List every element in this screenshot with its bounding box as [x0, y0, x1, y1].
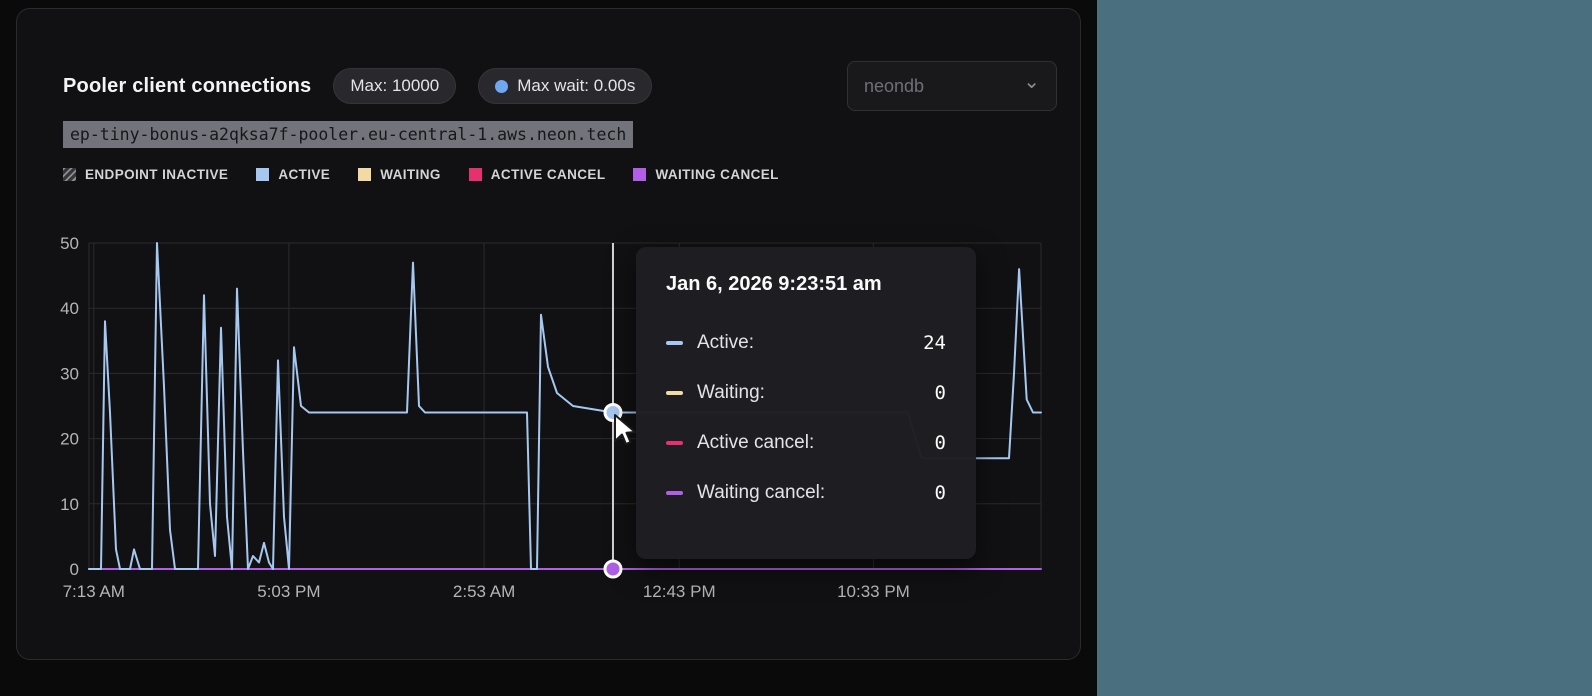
legend-item-active-cancel[interactable]: ACTIVE CANCEL: [468, 167, 606, 182]
svg-text:30: 30: [60, 364, 79, 383]
tooltip-row-waiting-cancel: Waiting cancel: 0: [666, 468, 946, 518]
svg-text:5:03 PM: 5:03 PM: [257, 582, 320, 601]
tooltip-value: 24: [923, 332, 946, 354]
tooltip-label: Waiting:: [697, 382, 765, 403]
page-title: Pooler client connections: [63, 74, 312, 97]
max-wait-badge: Max wait: 0.00s: [478, 68, 653, 104]
svg-text:0: 0: [70, 560, 79, 579]
legend-label: ACTIVE: [278, 167, 331, 182]
tooltip-row-active: Active: 24: [666, 318, 946, 368]
blue-dot-icon: [495, 79, 509, 93]
svg-text:7:13 AM: 7:13 AM: [63, 582, 125, 601]
side-panel: [1097, 0, 1592, 696]
legend-label: WAITING CANCEL: [655, 167, 779, 182]
svg-text:12:43 PM: 12:43 PM: [643, 582, 716, 601]
tooltip-row-waiting: Waiting: 0: [666, 368, 946, 418]
waiting-cancel-swatch-icon: [633, 168, 647, 181]
legend-label: ACTIVE CANCEL: [490, 167, 606, 182]
card-header: Pooler client connections Max: 10000 Max…: [63, 61, 1057, 111]
svg-text:20: 20: [60, 430, 79, 449]
tooltip-value: 0: [934, 382, 946, 404]
max-connections-badge: Max: 10000: [333, 68, 457, 104]
active-cancel-line-icon: [666, 441, 683, 445]
max-badge-label: Max: 10000: [350, 76, 440, 95]
svg-text:40: 40: [60, 299, 79, 318]
legend-label: ENDPOINT INACTIVE: [85, 167, 229, 182]
waiting-line-icon: [666, 391, 683, 395]
endpoint-hostname: ep-tiny-bonus-a2qksa7f-pooler.eu-central…: [63, 121, 634, 148]
tooltip-label: Waiting cancel:: [697, 482, 826, 503]
database-select-value: neondb: [864, 75, 925, 96]
tooltip-timestamp: Jan 6, 2026 9:23:51 am: [666, 273, 882, 295]
tooltip-row-active-cancel: Active cancel: 0: [666, 418, 946, 468]
tooltip-label: Active cancel:: [697, 432, 815, 453]
legend-item-active[interactable]: ACTIVE: [256, 167, 330, 182]
legend-item-waiting-cancel[interactable]: WAITING CANCEL: [633, 167, 778, 182]
database-select[interactable]: neondb ⌄: [847, 61, 1057, 111]
svg-text:10: 10: [60, 495, 79, 514]
pooler-connections-card: Pooler client connections Max: 10000 Max…: [16, 8, 1081, 660]
chart-legend: ENDPOINT INACTIVE ACTIVE WAITING ACTIVE …: [63, 167, 779, 182]
svg-text:10:33 PM: 10:33 PM: [837, 582, 910, 601]
legend-item-endpoint-inactive[interactable]: ENDPOINT INACTIVE: [63, 167, 228, 182]
active-cancel-swatch-icon: [468, 168, 482, 181]
waiting-swatch-icon: [358, 168, 372, 181]
chart-area: 0 10 20 30 40 50 7:13 AM 5:03 PM 2:53 AM 12:43 PM…: [47, 237, 1059, 625]
svg-text:50: 50: [60, 237, 79, 253]
chevron-down-icon: ⌄: [1023, 71, 1040, 93]
active-swatch-icon: [256, 168, 270, 181]
tooltip-value: 0: [934, 432, 946, 454]
svg-text:2:53 AM: 2:53 AM: [453, 582, 515, 601]
tooltip-value: 0: [934, 482, 946, 504]
chart-tooltip: Jan 6, 2026 9:23:51 am Active: 24 Waitin…: [636, 247, 976, 559]
active-line-icon: [666, 341, 683, 345]
endpoint-host-row: ep-tiny-bonus-a2qksa7f-pooler.eu-central…: [63, 121, 634, 148]
legend-label: WAITING: [380, 167, 441, 182]
waiting-cancel-line-icon: [666, 491, 683, 495]
tooltip-label: Active:: [697, 332, 755, 353]
max-wait-badge-label: Max wait: 0.00s: [517, 76, 636, 95]
legend-item-waiting[interactable]: WAITING: [358, 167, 441, 182]
endpoint-inactive-swatch-icon: [63, 168, 76, 181]
